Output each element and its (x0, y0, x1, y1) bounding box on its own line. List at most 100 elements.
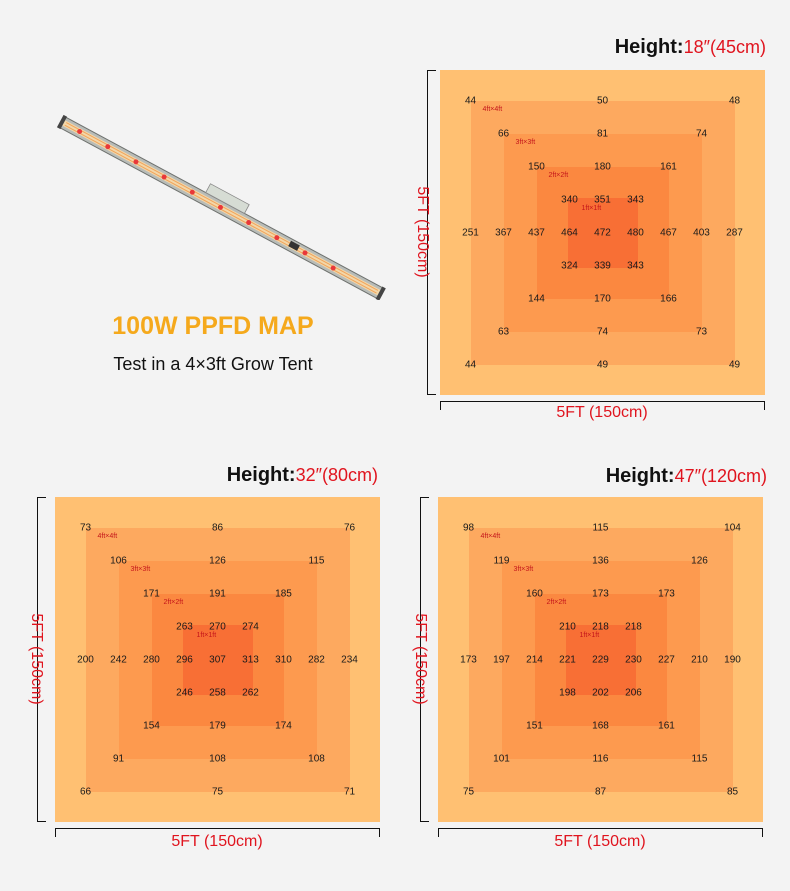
ppfd-value: 73 (79, 522, 92, 533)
zone-label: 1ft×1ft (579, 631, 600, 639)
ppfd-value: 251 (462, 227, 479, 238)
ppfd-value: 242 (110, 654, 127, 665)
height-value: 47″(120cm) (674, 466, 767, 486)
ppfd-value: 115 (592, 522, 609, 533)
horizontal-dimension-label: 5FT (150cm) (556, 404, 648, 421)
zone-label: 2ft×2ft (163, 598, 184, 606)
horizontal-dimension-label: 5FT (150cm) (171, 833, 263, 850)
ppfd-value: 115 (691, 753, 708, 764)
ppfd-value: 108 (209, 753, 226, 764)
ppfd-value: 218 (592, 621, 609, 632)
ppfd-value: 136 (592, 555, 609, 566)
ppfd-value: 280 (143, 654, 160, 665)
ppfd-value: 150 (528, 161, 545, 172)
ppfd-value: 234 (341, 654, 358, 665)
ppfd-value: 171 (143, 588, 160, 599)
ppfd-value: 467 (660, 227, 677, 238)
ppfd-value: 270 (209, 621, 226, 632)
ppfd-value: 173 (658, 588, 675, 599)
horizontal-dimension-bracket (55, 828, 380, 837)
ppfd-value: 71 (343, 786, 356, 797)
ppfd-value: 101 (493, 753, 510, 764)
ppfd-value: 282 (308, 654, 325, 665)
ppfd-value: 173 (460, 654, 477, 665)
ppfd-value: 151 (526, 720, 543, 731)
zone-label: 3ft×3ft (130, 565, 151, 573)
zone-label: 1ft×1ft (196, 631, 217, 639)
zone-label: 2ft×2ft (546, 598, 567, 606)
zone-label: 3ft×3ft (515, 138, 536, 146)
subtitle: Test in a 4×3ft Grow Tent (113, 354, 313, 374)
zone-label: 2ft×2ft (548, 171, 569, 179)
ppfd-value: 343 (627, 194, 644, 205)
ppfd-value: 126 (209, 555, 226, 566)
zone1-area (567, 197, 638, 268)
ppfd-value: 74 (596, 326, 609, 337)
ppfd-value: 49 (728, 359, 741, 370)
ppfd-value: 66 (497, 128, 510, 139)
ppfd-value: 343 (627, 260, 644, 271)
ppfd-value: 73 (695, 326, 708, 337)
ppfd-value: 174 (275, 720, 292, 731)
ppfd-value: 98 (462, 522, 475, 533)
vertical-dimension-label: 5FT (150cm) (28, 613, 45, 705)
ppfd-value: 154 (143, 720, 160, 731)
ppfd-value: 230 (625, 654, 642, 665)
zone1-area (182, 624, 253, 695)
ppfd-value: 351 (594, 194, 611, 205)
ppfd-value: 210 (559, 621, 576, 632)
ppfd-value: 116 (592, 753, 609, 764)
ppfd-value: 76 (343, 522, 356, 533)
ppfd-value: 464 (561, 227, 578, 238)
ppfd-value: 437 (528, 227, 545, 238)
ppfd-value: 210 (691, 654, 708, 665)
map-height-title: Height:47″(120cm) (606, 465, 767, 488)
ppfd-value: 87 (594, 786, 607, 797)
ppfd-value: 214 (526, 654, 543, 665)
ppfd-value: 262 (242, 687, 259, 698)
ppfd-value: 313 (242, 654, 259, 665)
ppfd-value: 50 (596, 95, 609, 106)
ppfd-value: 144 (528, 293, 545, 304)
ppfd-value: 185 (275, 588, 292, 599)
ppfd-value: 403 (693, 227, 710, 238)
ppfd-value: 296 (176, 654, 193, 665)
ppfd-value: 246 (176, 687, 193, 698)
ppfd-value: 161 (658, 720, 675, 731)
ppfd-value: 227 (658, 654, 675, 665)
ppfd-value: 229 (592, 654, 609, 665)
height-label: Height: (226, 464, 296, 486)
zone-label: 1ft×1ft (581, 204, 602, 212)
ppfd-value: 63 (497, 326, 510, 337)
ppfd-value: 258 (209, 687, 226, 698)
ppfd-map: 73 86 76 106 126 115 171 191 185 263 270 274 200 242 2… (55, 497, 380, 822)
ppfd-value: 66 (79, 786, 92, 797)
ppfd-value: 115 (308, 555, 325, 566)
ppfd-value: 49 (596, 359, 609, 370)
vertical-dimension-label: 5FT (150cm) (412, 613, 429, 705)
ppfd-value: 108 (308, 753, 325, 764)
ppfd-value: 170 (594, 293, 611, 304)
height-value: 18″(45cm) (683, 37, 766, 57)
ppfd-value: 221 (559, 654, 576, 665)
ppfd-value: 202 (592, 687, 609, 698)
ppfd-value: 340 (561, 194, 578, 205)
horizontal-dimension-label: 5FT (150cm) (554, 833, 646, 850)
ppfd-value: 179 (209, 720, 226, 731)
ppfd-value: 161 (660, 161, 677, 172)
ppfd-value: 274 (242, 621, 259, 632)
height-label: Height: (614, 36, 684, 58)
map-height-title: Height:18″(45cm) (615, 36, 766, 59)
ppfd-value: 200 (77, 654, 94, 665)
horizontal-dimension-bracket (438, 828, 763, 837)
ppfd-value: 126 (691, 555, 708, 566)
height-label: Height: (605, 465, 675, 487)
ppfd-value: 160 (526, 588, 543, 599)
zone-label: 3ft×3ft (513, 565, 534, 573)
zone1-area (565, 624, 636, 695)
zone-label: 4ft×4ft (97, 532, 118, 540)
ppfd-value: 44 (464, 95, 477, 106)
ppfd-value: 472 (594, 227, 611, 238)
ppfd-value: 85 (726, 786, 739, 797)
